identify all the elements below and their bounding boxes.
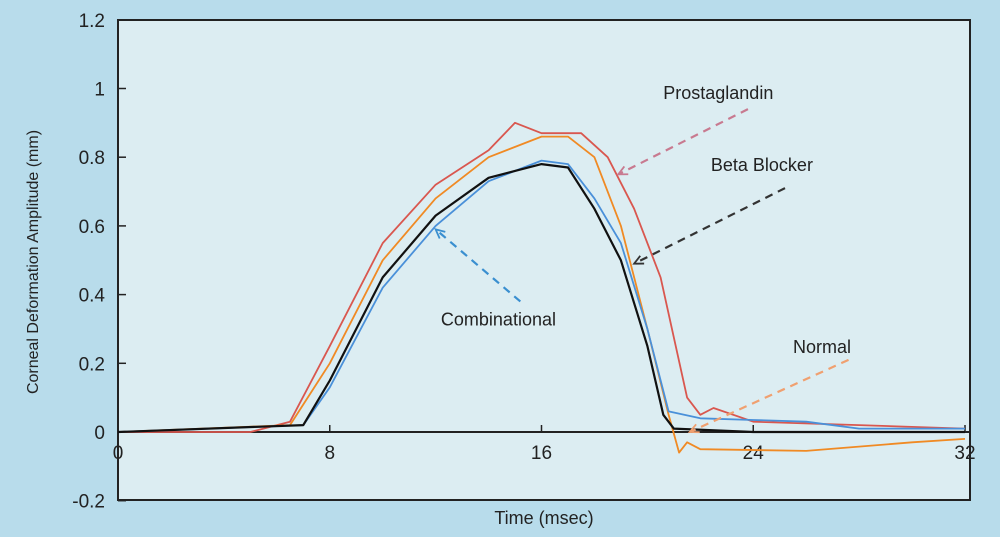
y-tick-label: 1 [94, 80, 105, 101]
arrowhead-icon [632, 255, 645, 265]
arrowhead-icon [434, 227, 446, 239]
annotation-arrow [434, 228, 522, 303]
series-line-prostaglandin [118, 121, 966, 433]
x-tick-label: 16 [531, 443, 552, 464]
x-axis-label: Time (msec) [494, 508, 593, 528]
y-axis-label: Corneal Deformation Amplitude (mm) [25, 130, 42, 394]
y-tick-label: 0.8 [79, 148, 105, 169]
y-tick-label: -0.2 [72, 492, 105, 513]
y-tick-label: 0 [94, 423, 105, 444]
x-tick-label: 8 [324, 443, 335, 464]
annotation-label: Normal [793, 337, 851, 357]
plot-area [117, 19, 971, 501]
annotation-arrow [633, 187, 786, 265]
series-line-normal [117, 135, 966, 454]
annotation-label: Beta Blocker [711, 155, 813, 175]
annotation-arrow [617, 108, 749, 176]
arrowhead-icon [687, 423, 700, 434]
x-tick-label: 24 [743, 443, 765, 464]
x-tick-label: 0 [113, 443, 124, 464]
annotation-label: Prostaglandin [663, 83, 773, 103]
series-line-beta-blocker [117, 163, 965, 434]
annotation-label: Combinational [441, 310, 556, 330]
y-tick-label: 0.2 [79, 354, 105, 375]
y-tick-label: 0.6 [79, 217, 105, 238]
y-tick-label: 1.2 [79, 11, 105, 32]
y-tick-label: 0.4 [79, 286, 106, 307]
x-tick-label: 32 [954, 443, 975, 464]
annotation-arrow [689, 358, 849, 434]
arrowhead-icon [616, 165, 629, 176]
series-line-combinational [117, 159, 965, 433]
